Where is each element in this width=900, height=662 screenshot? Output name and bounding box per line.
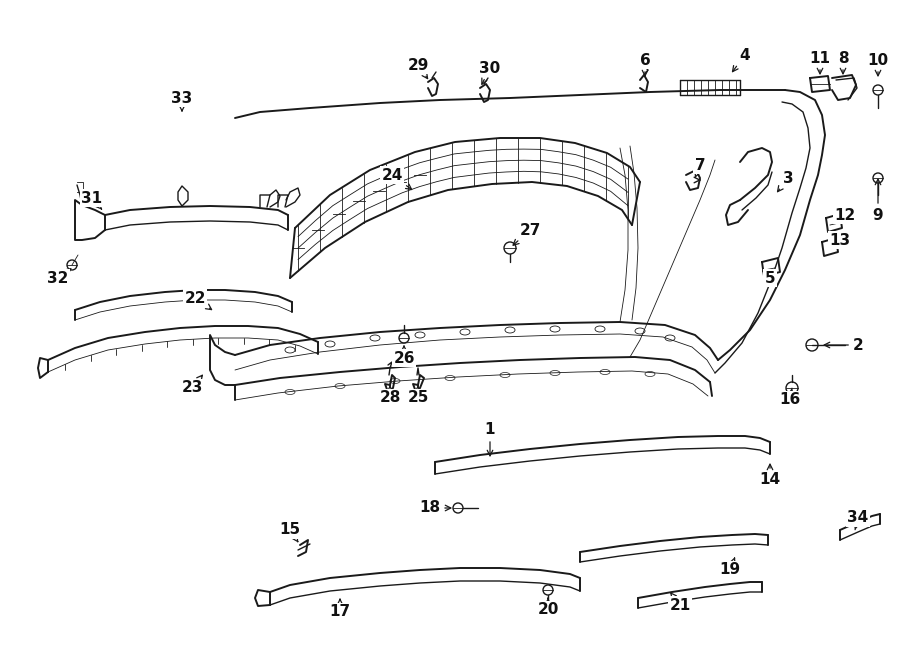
Text: 31: 31 [81, 191, 103, 209]
Text: 24: 24 [382, 167, 411, 189]
Text: 33: 33 [171, 91, 193, 111]
Text: 34: 34 [848, 510, 868, 530]
Text: 8: 8 [838, 50, 849, 74]
Text: 15: 15 [279, 522, 301, 542]
Text: 26: 26 [393, 346, 415, 365]
Text: 20: 20 [537, 598, 559, 618]
Text: 28: 28 [379, 386, 400, 406]
Text: 30: 30 [480, 60, 500, 84]
Text: 23: 23 [181, 375, 202, 395]
Text: 11: 11 [809, 50, 831, 74]
Text: 21: 21 [670, 593, 690, 612]
Text: 3: 3 [778, 171, 793, 192]
Text: 5: 5 [763, 271, 775, 285]
Text: 1: 1 [485, 422, 495, 456]
Text: 4: 4 [733, 48, 751, 71]
Text: 22: 22 [184, 291, 212, 310]
Text: 17: 17 [329, 599, 351, 620]
Text: 6: 6 [640, 52, 651, 76]
Text: 19: 19 [719, 558, 741, 577]
Text: 12: 12 [834, 207, 856, 222]
Text: 27: 27 [513, 222, 541, 245]
Text: 2: 2 [824, 338, 863, 352]
Text: 13: 13 [830, 232, 850, 248]
Text: 9: 9 [873, 179, 883, 222]
Text: 29: 29 [408, 58, 428, 79]
Text: 25: 25 [408, 386, 428, 406]
Text: 32: 32 [48, 269, 71, 285]
Text: 10: 10 [868, 52, 888, 76]
Text: 18: 18 [419, 500, 451, 516]
Text: 7: 7 [695, 158, 706, 177]
Text: 16: 16 [779, 388, 801, 408]
Text: 14: 14 [760, 464, 780, 487]
